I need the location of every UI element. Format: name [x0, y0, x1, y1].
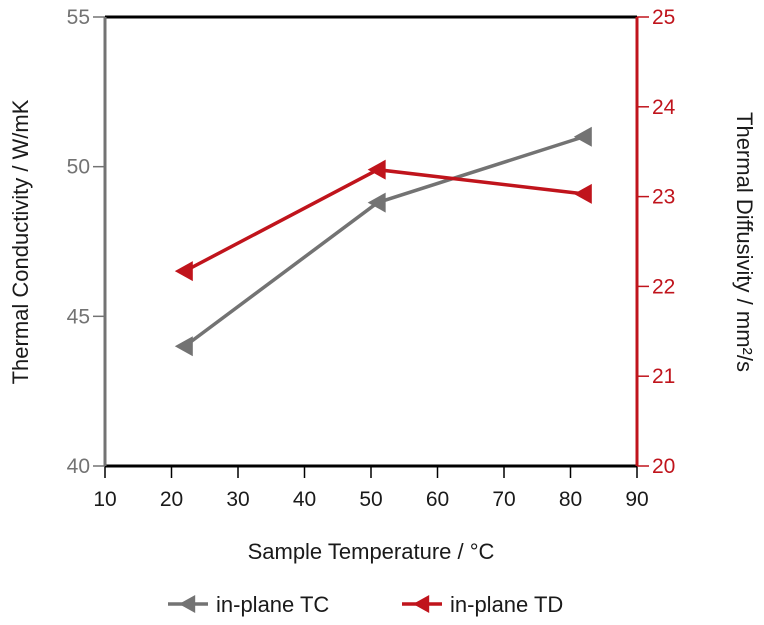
data-point-in-plane-td — [367, 159, 386, 180]
x-axis-ticks: 10 20 30 40 50 60 70 80 90 — [93, 466, 649, 511]
data-point-in-plane-td — [573, 183, 592, 204]
legend-swatch-marker — [413, 595, 430, 613]
x-tick-label: 10 — [93, 488, 116, 511]
legend: in-plane TC in-plane TD — [168, 592, 563, 617]
x-tick-label: 60 — [426, 488, 449, 511]
data-point-in-plane-tc — [174, 336, 193, 357]
right-y-axis-ticks: 20 21 22 23 24 25 — [637, 6, 676, 478]
right-y-tick-label: 23 — [652, 186, 675, 209]
legend-item-in-plane-td: in-plane TD — [402, 592, 563, 617]
x-tick-label: 40 — [293, 488, 316, 511]
data-point-in-plane-tc — [367, 192, 386, 213]
legend-label: in-plane TD — [450, 592, 563, 617]
left-y-axis-ticks: 40 45 50 55 — [67, 6, 105, 478]
x-tick-label: 80 — [559, 488, 582, 511]
right-y-axis-title: Thermal Diffusivity / mm²/s — [732, 112, 757, 372]
left-y-axis-title: Thermal Conductivity / W/mK — [8, 99, 33, 384]
data-point-in-plane-tc — [573, 126, 592, 147]
right-y-tick-label: 24 — [652, 96, 676, 119]
legend-item-in-plane-tc: in-plane TC — [168, 592, 329, 617]
x-tick-label: 70 — [492, 488, 515, 511]
x-tick-label: 50 — [359, 488, 382, 511]
left-y-tick-label: 50 — [67, 156, 90, 179]
plot-frame — [103, 15, 639, 468]
left-y-tick-label: 45 — [67, 305, 90, 328]
left-y-tick-label: 40 — [67, 455, 90, 478]
x-axis-title: Sample Temperature / °C — [248, 539, 495, 564]
x-tick-label: 30 — [226, 488, 249, 511]
series-line-in-plane-td — [183, 167, 585, 273]
series-layer — [174, 126, 592, 357]
legend-swatch-marker — [179, 595, 196, 613]
data-point-in-plane-td — [174, 261, 193, 282]
left-y-tick-label: 55 — [67, 6, 90, 29]
right-y-tick-label: 20 — [652, 455, 675, 478]
legend-label: in-plane TC — [216, 592, 329, 617]
x-tick-label: 90 — [625, 488, 648, 511]
right-y-tick-label: 25 — [652, 6, 675, 29]
x-tick-label: 20 — [160, 488, 183, 511]
right-y-tick-label: 22 — [652, 275, 675, 298]
right-y-tick-label: 21 — [652, 365, 675, 388]
